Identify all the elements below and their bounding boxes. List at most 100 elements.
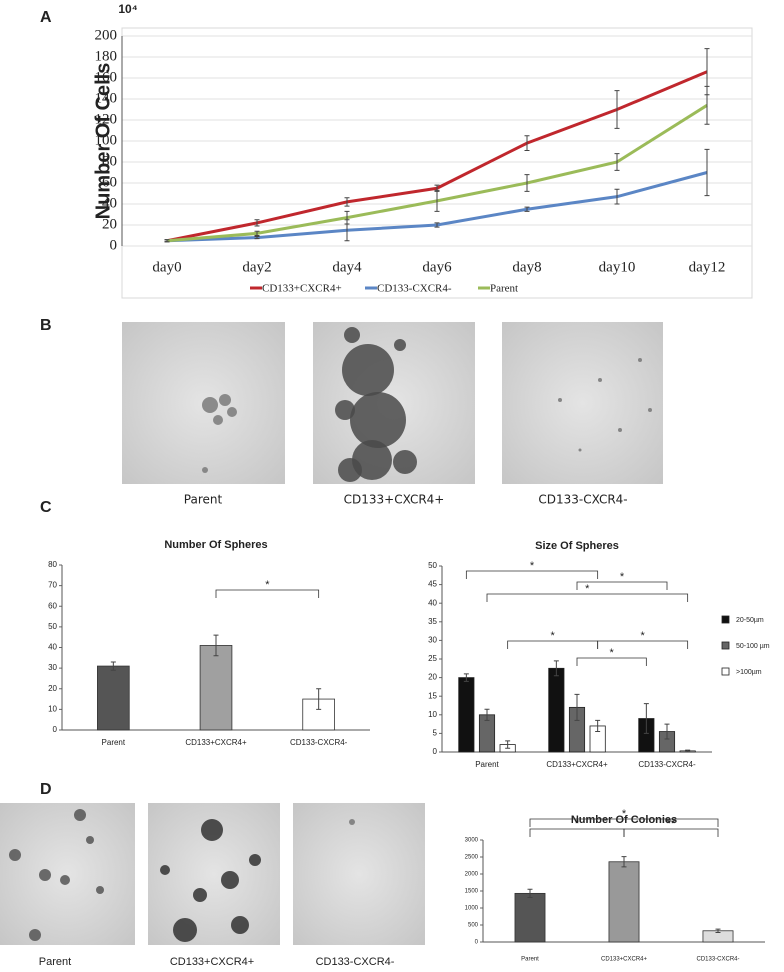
photo-detail	[648, 408, 652, 412]
x-tick-label: Parent	[475, 760, 499, 769]
y-tick-label: 45	[428, 580, 437, 589]
error-bar	[316, 688, 322, 710]
significance-bracket	[576, 581, 668, 590]
photo-detail	[201, 819, 223, 841]
image-caption: CD133+CXCR4+	[170, 956, 254, 968]
chart-title: Size Of Spheres	[535, 540, 619, 552]
chart-title: Number Of Spheres	[164, 539, 267, 551]
significance-bracket	[215, 589, 320, 598]
photo	[502, 322, 663, 484]
legend-label: 50-100 µm	[736, 643, 770, 650]
chart-title: Number Of Colonies	[571, 814, 677, 826]
error-bar	[110, 661, 116, 671]
significance-label: *	[641, 630, 646, 642]
image-caption: CD133-CXCR4-	[538, 493, 627, 507]
error-bar	[254, 230, 260, 236]
error-bar	[614, 90, 620, 129]
photo-detail	[173, 918, 197, 942]
significance-bracket	[529, 818, 719, 827]
x-tick-label: CD133-CXCR4-	[638, 760, 696, 769]
y-tick-label: 160	[95, 69, 118, 85]
significance-label: **	[667, 818, 676, 830]
error-bar	[664, 723, 670, 740]
y-tick-label: 100	[95, 132, 118, 148]
legend-label: >100µm	[736, 669, 762, 676]
y-tick-label: 25	[428, 654, 437, 663]
photo-detail	[60, 875, 70, 885]
x-tick-label: CD133+CXCR4+	[546, 760, 608, 769]
photo-detail	[202, 467, 208, 473]
image-caption: Parent	[184, 493, 223, 507]
error-bar	[524, 206, 530, 212]
error-bar	[524, 135, 530, 151]
x-tick-label: day6	[422, 259, 452, 275]
y-tick-label: 30	[48, 663, 57, 672]
y-tick-label: 5	[433, 729, 438, 738]
image-caption: CD133-CXCR4-	[316, 956, 395, 968]
y-tick-label: 80	[102, 153, 117, 169]
error-bar	[553, 660, 559, 677]
image-caption: CD133+CXCR4+	[344, 493, 445, 507]
y-tick-label: 35	[428, 617, 437, 626]
x-tick-label: CD133-CXCR4-	[696, 957, 739, 963]
photo-detail	[598, 378, 602, 382]
x-tick-label: day8	[512, 259, 541, 275]
y-tick-label: 60	[48, 601, 57, 610]
photo	[293, 803, 425, 945]
y-tick-label: 1500	[465, 889, 479, 895]
photo-detail	[221, 871, 239, 889]
photo-detail	[393, 450, 417, 474]
photo	[0, 803, 135, 945]
significance-label: *	[551, 630, 556, 642]
y-tick-label: 50	[428, 561, 437, 570]
legend-label: CD133+CXCR4+	[262, 283, 342, 295]
legend-label: 20-50µm	[736, 617, 764, 624]
image-caption: Parent	[39, 956, 71, 968]
legend-swatch	[721, 667, 730, 676]
panel-label: D	[40, 781, 52, 798]
y-tick-label: 1000	[465, 906, 479, 912]
error-bar	[595, 719, 601, 733]
photo-detail	[202, 397, 218, 413]
y-tick-label: 80	[48, 560, 57, 569]
significance-bracket	[486, 593, 689, 602]
y-tick-label: 40	[102, 195, 117, 211]
bar	[514, 892, 546, 943]
significance-bracket	[507, 640, 599, 649]
y-tick-label: 0	[433, 747, 438, 756]
error-bar	[574, 693, 580, 721]
error-bar	[463, 673, 469, 682]
y-tick-label: 40	[48, 643, 57, 652]
x-tick-label: CD133-CXCR4-	[290, 738, 348, 747]
x-tick-label: day0	[152, 259, 181, 275]
y-tick-label: 20	[48, 684, 57, 693]
x-tick-label: day10	[599, 259, 636, 275]
photo-detail	[9, 849, 21, 861]
error-bar	[484, 708, 490, 721]
y-tick-label: 200	[95, 27, 118, 43]
error-bar	[524, 174, 530, 192]
error-bar	[704, 85, 710, 125]
bar	[608, 861, 640, 943]
photo-detail	[160, 865, 170, 875]
photo-detail	[227, 407, 237, 417]
photo-detail	[344, 327, 360, 343]
photo-detail	[39, 869, 51, 881]
x-tick-label: Parent	[102, 738, 126, 747]
photo-detail	[74, 809, 86, 821]
significance-label: *	[530, 560, 535, 572]
legend-swatch	[721, 641, 730, 650]
bar	[97, 665, 130, 731]
panel-label: A	[40, 9, 52, 26]
y-tick-label: 140	[95, 90, 118, 106]
y-tick-label: 2000	[465, 872, 479, 878]
photo-detail	[96, 886, 104, 894]
y-unit: 10⁴	[118, 2, 137, 16]
series-line	[166, 104, 708, 243]
photo-detail	[335, 400, 355, 420]
significance-bracket	[623, 828, 719, 837]
error-bar	[434, 189, 440, 212]
x-tick-label: CD133+CXCR4+	[601, 957, 648, 963]
error-bar	[715, 928, 721, 933]
photo-detail	[394, 339, 406, 351]
